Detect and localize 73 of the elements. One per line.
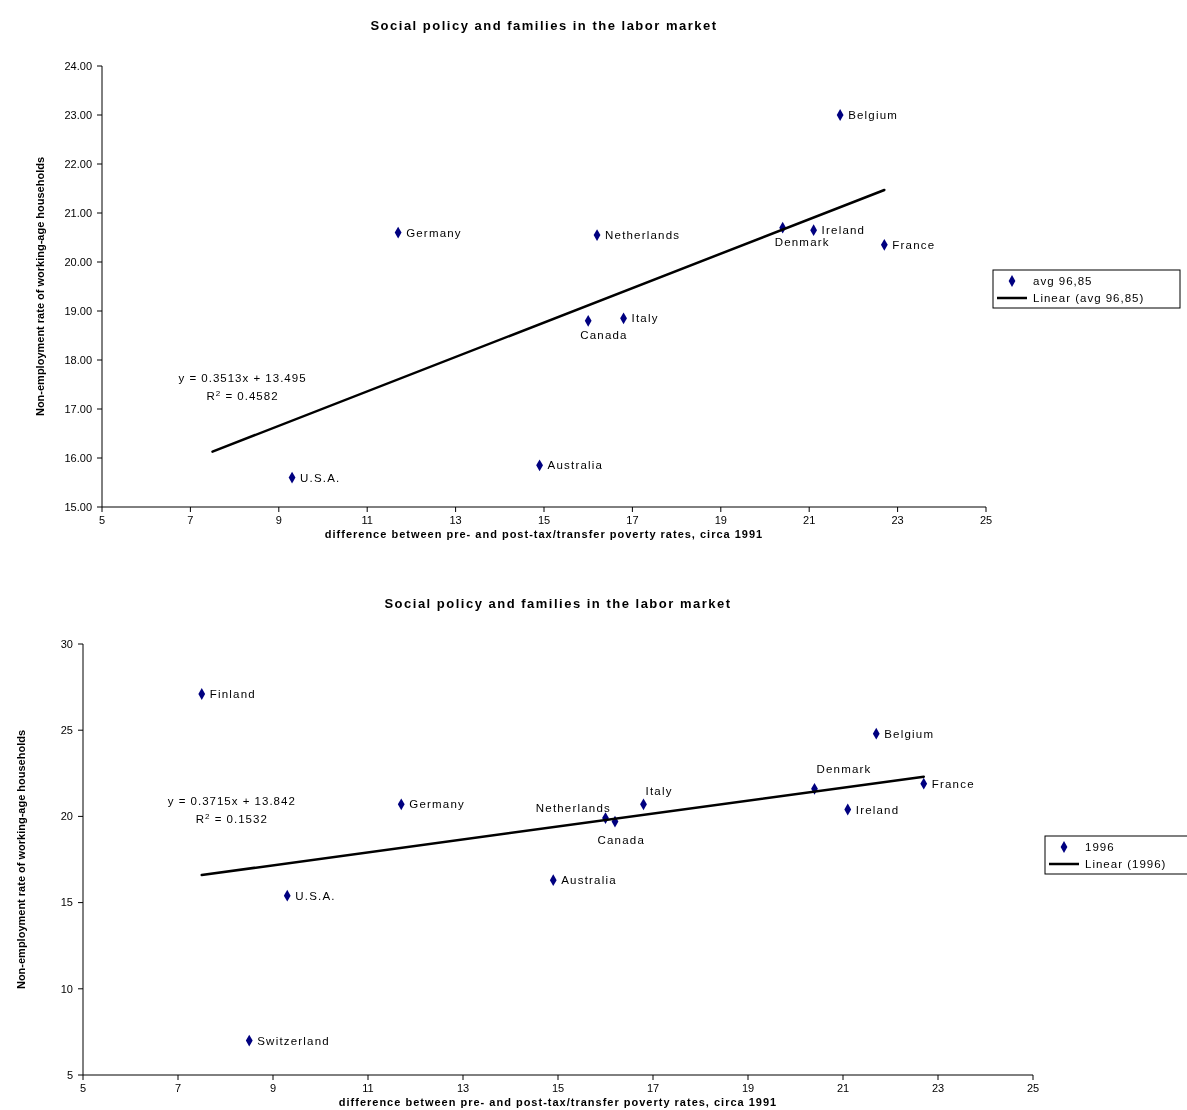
y-tick-label: 19.00 xyxy=(64,304,92,317)
x-tick-label: 25 xyxy=(1026,1082,1040,1094)
y-tick-label: 30 xyxy=(60,637,73,650)
chart-title: Social policy and families in the labor market xyxy=(384,596,732,611)
annotation: France xyxy=(892,238,936,251)
annotation: Australia xyxy=(547,459,604,472)
annotation: Netherlands xyxy=(535,801,611,814)
annotation: Italy xyxy=(645,785,673,798)
x-tick-label: 11 xyxy=(362,1082,374,1094)
legend-label: avg 96,85 xyxy=(1033,275,1093,288)
x-tick-label: 25 xyxy=(979,514,993,526)
x-axis-title: difference between pre- and post-tax/transfer poverty rates, circa 1991 xyxy=(324,528,764,540)
y-tick-label: 20 xyxy=(60,810,73,823)
annotation: France xyxy=(931,777,975,790)
annotation: Denmark xyxy=(774,235,830,248)
y-tick-label: 21.00 xyxy=(64,206,92,219)
chart-title: Social policy and families in the labor market xyxy=(370,18,718,33)
y-axis-title: Non-employment rate of working-age households xyxy=(15,729,27,990)
x-tick-label: 5 xyxy=(98,514,106,526)
x-tick-label: 17 xyxy=(646,1082,660,1094)
x-axis-title: difference between pre- and post-tax/transfer poverty rates, circa 1991 xyxy=(338,1096,778,1108)
annotation: Ireland xyxy=(821,224,866,237)
x-tick-label: 9 xyxy=(275,514,282,526)
annotation: Switzerland xyxy=(257,1034,330,1047)
x-tick-label: 7 xyxy=(174,1082,182,1094)
annotation: y = 0.3513x + 13.495 xyxy=(178,371,307,384)
y-tick-label: 25 xyxy=(60,724,73,737)
y-tick-label: 5 xyxy=(66,1068,73,1081)
annotation: U.S.A. xyxy=(295,889,336,902)
x-tick-label: 17 xyxy=(626,514,639,526)
y-tick-label: 23.00 xyxy=(64,108,92,121)
x-tick-label: 21 xyxy=(803,514,816,526)
annotation: Canada xyxy=(580,328,628,341)
y-tick-label: 15 xyxy=(60,896,73,909)
annotation: Denmark xyxy=(816,762,872,775)
x-tick-label: 23 xyxy=(931,1082,945,1094)
x-tick-label: 11 xyxy=(361,514,373,526)
x-tick-label: 7 xyxy=(187,514,194,526)
annotation: Italy xyxy=(631,312,659,325)
x-tick-label: 13 xyxy=(456,1082,470,1094)
x-tick-label: 15 xyxy=(537,514,551,526)
annotation: Germany xyxy=(406,226,462,239)
x-tick-label: 19 xyxy=(741,1082,755,1094)
y-tick-label: 10 xyxy=(60,982,73,995)
x-tick-label: 13 xyxy=(449,514,462,526)
y-tick-label: 16.00 xyxy=(64,451,92,464)
x-tick-label: 9 xyxy=(269,1082,277,1094)
annotation: Australia xyxy=(561,874,617,887)
annotation: Canada xyxy=(597,834,645,847)
legend-label: Linear (avg 96,85) xyxy=(1033,292,1145,305)
x-tick-label: 21 xyxy=(836,1082,850,1094)
annotation: Belgium xyxy=(848,109,899,121)
annotation: Ireland xyxy=(855,803,900,816)
y-tick-label: 24.00 xyxy=(64,59,92,72)
legend-label: Linear (1996) xyxy=(1085,858,1167,871)
annotation: Belgium xyxy=(884,727,935,740)
legend-label: 1996 xyxy=(1085,841,1115,854)
annotation: R$^{2}$ = 0.1532 xyxy=(195,811,268,826)
y-tick-label: 20.00 xyxy=(64,255,92,268)
y-tick-label: 18.00 xyxy=(64,353,92,366)
annotation: U.S.A. xyxy=(300,471,341,484)
x-tick-label: 15 xyxy=(551,1082,565,1094)
y-axis-title: Non-employment rate of working-age households xyxy=(34,156,46,417)
annotation: y = 0.3715x + 13.842 xyxy=(167,795,296,808)
x-tick-label: 19 xyxy=(714,514,727,526)
annotation: Germany xyxy=(409,798,465,811)
x-tick-label: 23 xyxy=(891,514,904,526)
annotation: Finland xyxy=(209,688,256,700)
annotation: R$^{2}$ = 0.4582 xyxy=(206,388,279,402)
y-tick-label: 22.00 xyxy=(64,157,92,170)
annotation: Netherlands xyxy=(605,229,681,242)
y-tick-label: 15.00 xyxy=(64,500,92,513)
y-tick-label: 17.00 xyxy=(64,402,92,415)
